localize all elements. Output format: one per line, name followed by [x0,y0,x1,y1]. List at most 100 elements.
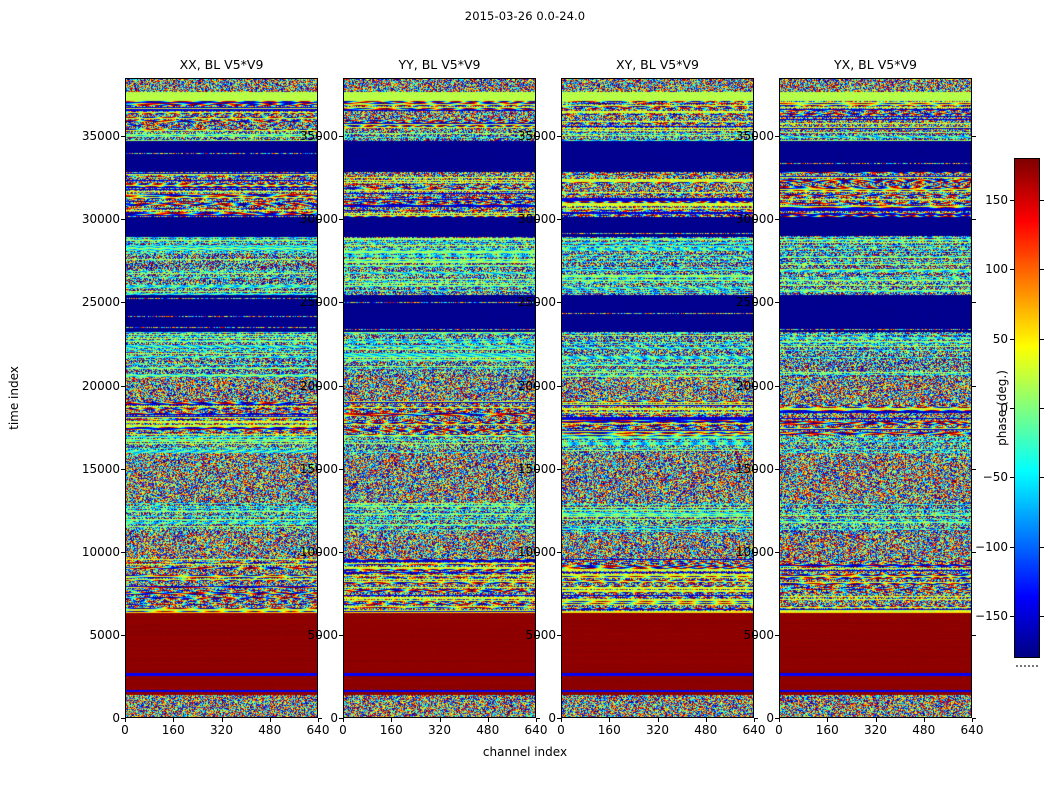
colorbar-tick-mark [1010,338,1015,340]
y-tick-label: 5000 [307,627,338,642]
panel-frame [125,78,318,718]
y-tick-mark [121,468,125,470]
x-tick-label: 640 [524,723,548,737]
y-tick-mark [536,136,540,138]
colorbar-gradient [1015,159,1039,657]
y-tick-label: 25000 [299,295,338,310]
x-tick-label: 160 [815,723,839,737]
y-tick-mark [318,634,322,636]
x-tick-mark [657,718,659,722]
x-tick-mark [343,718,344,722]
x-tick-mark [536,718,537,722]
x-tick-label: 160 [379,723,403,737]
y-tick-mark [754,385,758,387]
y-tick-mark [972,634,976,636]
y-tick-mark [972,219,976,221]
y-tick-mark [754,302,758,304]
x-tick-label: 0 [339,723,347,737]
y-tick-label: 15000 [517,461,556,476]
y-tick-mark [121,136,125,138]
x-tick-mark [779,718,780,722]
heatmap-panel-xy[interactable]: XY, BL V5*V9 0 5000 10000 15000 20000 25000 300… [518,57,766,737]
colorbar-tick-mark [1039,477,1044,479]
y-tick-mark [318,385,322,387]
x-tick-label: 640 [960,723,984,737]
x-tick-label: 480 [258,723,282,737]
x-tick-mark [439,718,441,722]
heatmap-panel-yx[interactable]: YX, BL V5*V9 0 5000 10000 15000 20000 25000 300… [736,57,984,737]
y-tick-mark [121,718,125,719]
y-tick-label: 10000 [735,544,774,559]
x-tick-mark [125,718,126,722]
y-tick-label: 25000 [81,295,120,310]
colorbar-tick-label: 0 [1000,401,1008,415]
x-tick-label: 320 [428,723,451,737]
y-tick-mark [557,302,561,304]
x-tick-label: 480 [912,723,936,737]
y-tick-mark [339,385,343,387]
y-tick-label: 35000 [735,129,774,144]
heatmap-panel-xx[interactable]: XX, BL V5*V9 0 5000 10000 15000 20000 25000 300… [82,57,330,737]
panel-frame [561,78,754,718]
y-tick-mark [775,136,779,138]
colorbar-tick-mark [1039,338,1044,340]
y-tick-label: 5000 [525,627,556,642]
y-tick-mark [775,385,779,387]
panel-frame [779,78,972,718]
y-tick-label: 10000 [81,544,120,559]
colorbar[interactable]: −150 −100 −50 0 50 100 150 [975,158,1044,658]
y-tick-mark [121,302,125,304]
y-tick-label: 30000 [81,212,120,227]
x-tick-label: 640 [306,723,330,737]
panel-title-xx: XX, BL V5*V9 [179,57,264,72]
y-tick-label: 0 [112,711,120,725]
colorbar-tick-mark [1039,408,1044,409]
y-tick-mark [121,219,125,221]
y-tick-mark [775,219,779,221]
y-tick-label: 20000 [517,378,556,393]
y-tick-mark [754,634,758,636]
y-tick-label: 35000 [299,129,338,144]
y-tick-mark [339,551,343,553]
heatmap-panel-yy[interactable]: YY, BL V5*V9 0 5000 10000 15000 20000 25000 300… [300,57,548,737]
y-tick-mark [536,468,540,470]
colorbar-tick-mark [1010,546,1015,548]
x-tick-label: 480 [476,723,500,737]
panel-image [780,79,971,717]
y-tick-label: 10000 [299,544,338,559]
y-tick-mark [557,219,561,221]
y-tick-mark [318,468,322,470]
y-tick-mark [972,302,976,304]
y-tick-mark [775,468,779,470]
y-tick-label: 15000 [735,461,774,476]
y-tick-mark [972,468,976,470]
y-tick-mark [775,634,779,636]
y-tick-label: 20000 [81,378,120,393]
y-tick-mark [318,136,322,138]
x-tick-mark [221,718,223,722]
y-tick-mark [557,718,561,719]
x-tick-label: 0 [121,723,129,737]
y-tick-mark [536,551,540,553]
colorbar-tick-label: 100 [985,262,1008,277]
y-tick-label: 25000 [517,295,556,310]
y-tick-label: 0 [330,711,338,725]
x-tick-mark [318,718,319,722]
colorbar-frame [1014,158,1040,658]
x-tick-mark [923,718,925,722]
y-tick-mark [972,718,976,719]
colorbar-tick-mark [1039,269,1044,271]
colorbar-tick-mark [1039,616,1044,618]
colorbar-tick-label: 150 [985,192,1008,207]
y-tick-mark [121,385,125,387]
x-tick-label: 320 [646,723,669,737]
panel-title-yy: YY, BL V5*V9 [398,57,481,72]
figure-suptitle: 2015-03-26 0.0-24.0 [464,9,586,23]
y-tick-label: 20000 [299,378,338,393]
x-tick-label: 0 [557,723,565,737]
y-axis-label: time index [7,366,21,430]
colorbar-under-dots [1014,663,1040,669]
y-tick-mark [536,634,540,636]
y-tick-label: 15000 [81,461,120,476]
colorbar-tick-label: −150 [975,609,1008,624]
